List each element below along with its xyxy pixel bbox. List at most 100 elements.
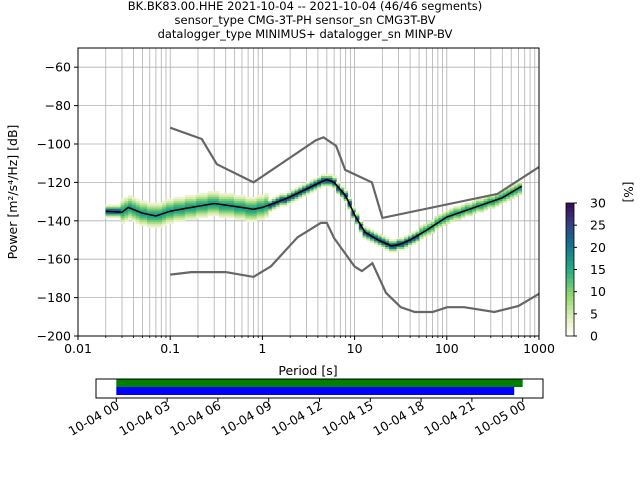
heatmap-cell [158,225,163,228]
heatmap-cell [177,206,182,209]
heatmap-cell [479,210,485,213]
heatmap-cell [294,194,299,198]
colorbar-segment [566,287,574,293]
heatmap-cell [226,194,231,198]
heatmap-cell [358,229,364,232]
heatmap-cell [355,216,360,219]
heatmap-cell [453,206,458,209]
heatmap-cell [113,204,118,207]
heatmap-cell [392,248,398,251]
heatmap-cell [249,212,254,215]
heatmap-cell [298,189,303,192]
heatmap-cell [181,214,186,217]
heatmap-cell [392,246,398,249]
heatmap-cell [392,250,398,253]
colorbar-segment [566,282,574,288]
heatmap-cell [241,208,246,211]
heatmap-cell [143,221,148,224]
heatmap-cell [192,196,197,200]
heatmap-cell [222,198,228,201]
heatmap-cell [513,191,519,194]
heatmap-cell [256,204,262,207]
heatmap-cell [215,212,220,215]
heatmap-cell [109,206,114,209]
heatmap-cell [517,187,523,190]
colorbar-segment [566,251,574,257]
heatmap-cell [290,191,296,194]
heatmap-cell [423,235,428,238]
heatmap-cell [483,196,489,200]
heatmap-cell [215,200,220,203]
heatmap-cell [241,212,246,215]
heatmap-cell [128,196,133,200]
heatmap-cell [222,192,228,196]
heatmap-cell [120,198,125,201]
heatmap-cell [169,202,175,205]
heatmap-cell [241,202,246,205]
heatmap-cell [502,192,507,196]
heatmap-cell [423,227,428,230]
heatmap-cell [154,225,159,228]
heatmap-cell [506,189,511,192]
heatmap-cell [487,198,492,201]
timeline-tick-label: 10-04 18 [370,398,426,439]
heatmap-cell [196,214,201,217]
heatmap-cell [400,242,405,246]
heatmap-cell [128,212,133,215]
heatmap-cell [487,202,492,205]
heatmap-cell [377,240,383,244]
heatmap-cell [415,240,420,244]
heatmap-cell [124,204,129,207]
heatmap-cell [264,194,269,198]
heatmap-cell [268,202,273,205]
heatmap-cell [468,210,473,213]
heatmap-cell [234,217,239,221]
timeline-tick-label: 10-04 12 [269,398,325,439]
heatmap-cell [124,217,129,221]
heatmap-cell [177,202,182,205]
heatmap-cell [309,189,315,192]
heatmap-cell [283,200,288,203]
heatmap-cell [286,192,292,196]
heatmap-cell [131,202,137,205]
heatmap-cell [264,192,269,196]
heatmap-cell [245,200,250,203]
heatmap-cell [396,239,402,242]
heatmap-cell [339,185,345,188]
high-noise-model-line [169,126,540,220]
heatmap-cell [264,206,269,209]
colorbar-segment [566,229,574,235]
heatmap-cell [207,208,212,211]
heatmap-cell [113,214,118,217]
heatmap-cell [332,175,337,178]
heatmap-cell [279,192,284,196]
heatmap-cell [218,216,224,219]
heatmap-cell [366,227,371,230]
heatmap-cell [487,206,492,209]
timeline-bar [116,379,523,387]
heatmap-cell [389,242,394,246]
colorbar-segment [566,238,574,244]
heatmap-cell [434,227,439,230]
heatmap-cell [245,216,250,219]
heatmap-cell [494,194,500,198]
heatmap-cell [222,216,228,219]
heatmap-cell [196,200,201,203]
heatmap-cell [298,196,303,200]
heatmap-cell [116,212,122,215]
heatmap-cell [483,208,489,211]
heatmap-cell [373,233,379,236]
heatmap-cell [317,183,322,186]
heatmap-cell [150,225,156,228]
heatmap-cell [241,194,246,198]
heatmap-cell [131,216,137,219]
heatmap-cell [131,217,137,221]
timeline-tick-label: 10-04 06 [167,398,223,439]
heatmap-cell [237,217,243,221]
colorbar-tick-label: 15 [590,262,606,277]
heatmap-cell [143,202,148,205]
heatmap-cell [343,189,349,192]
y-tick-label: −200 [37,329,71,344]
heatmap-cell [321,183,326,186]
colorbar-segment [566,225,574,230]
